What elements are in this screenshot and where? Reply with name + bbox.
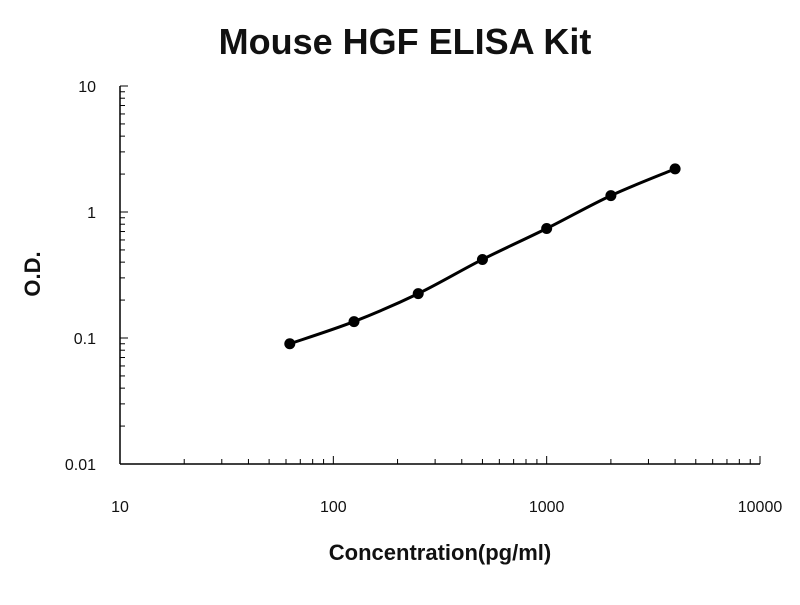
data-point [476, 253, 488, 265]
x-tick-label: 10 [111, 499, 129, 516]
data-points [284, 163, 681, 350]
axes: 0.01 0.1 1 10 10 100 1000 10000 [65, 79, 782, 516]
data-point [284, 338, 296, 350]
x-axis-title: Concentration(pg/ml) [329, 540, 551, 565]
data-point [541, 222, 553, 234]
y-axis-title: O.D. [20, 251, 45, 296]
x-tick-label: 10000 [738, 499, 783, 516]
x-ticks [119, 456, 761, 464]
y-tick-label: 0.01 [65, 457, 96, 474]
y-tick-label: 0.1 [74, 331, 96, 348]
y-tick-labels: 0.01 0.1 1 10 [65, 79, 96, 474]
y-tick-label: 10 [78, 79, 96, 96]
y-tick-label: 1 [87, 205, 96, 222]
y-ticks [120, 85, 128, 465]
chart-title: Mouse HGF ELISA Kit [219, 21, 592, 62]
data-point [669, 163, 681, 175]
data-point [605, 190, 617, 202]
x-tick-label: 1000 [529, 499, 565, 516]
x-tick-labels: 10 100 1000 10000 [111, 499, 782, 516]
x-tick-label: 100 [320, 499, 347, 516]
data-point [412, 288, 424, 300]
data-point [348, 316, 360, 328]
